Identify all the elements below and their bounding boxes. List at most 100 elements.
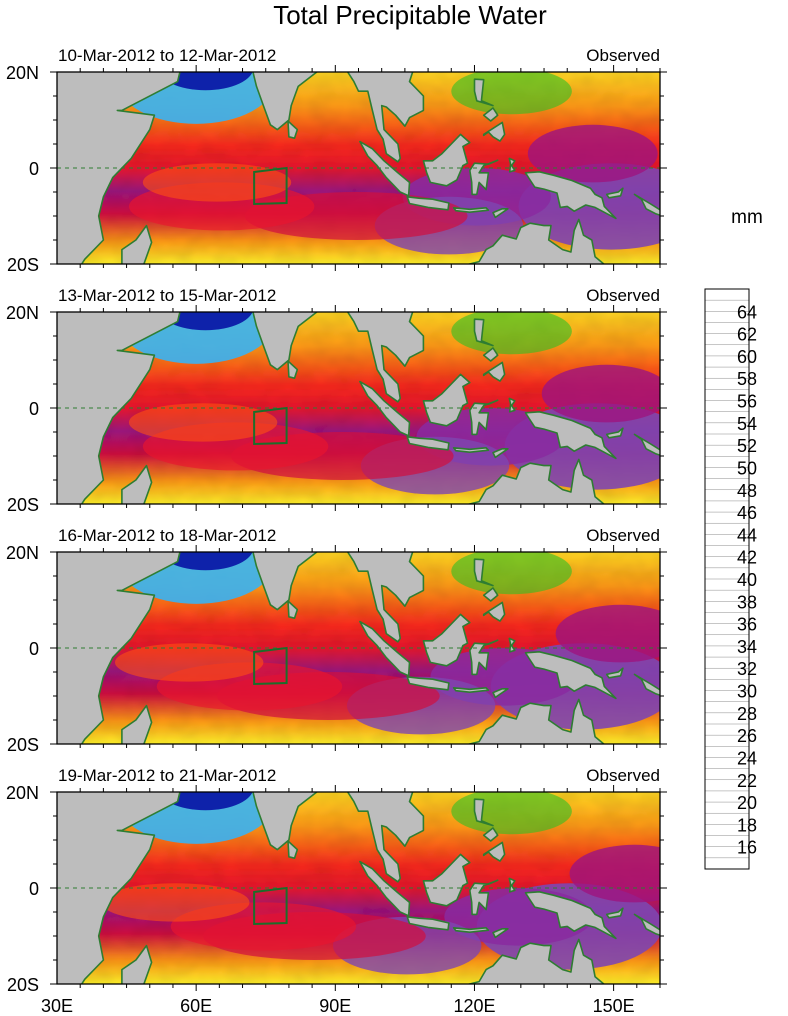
moist-region (569, 844, 660, 903)
moist-region (142, 163, 292, 202)
land-mass (473, 318, 494, 347)
map-panel: 20N 0 20S 16-Mar-2012 to 18-Mar-2012 Observe… (6, 526, 667, 755)
land-mass (468, 879, 499, 916)
panel-date-range: 16-Mar-2012 to 18-Mar-2012 (58, 526, 276, 545)
land-mass (633, 433, 660, 457)
land-mass (57, 792, 181, 984)
land-mass (605, 187, 624, 199)
colorbar-tick-label: 44 (737, 525, 757, 545)
colorbar-tick-label: 56 (737, 392, 757, 412)
colorbar-tick-label: 26 (737, 726, 757, 746)
panel-date-range: 13-Mar-2012 to 15-Mar-2012 (58, 286, 276, 305)
y-tick-label: 20S (7, 975, 39, 995)
colorbar-tick-label: 18 (737, 815, 757, 835)
land-mass (482, 361, 506, 382)
dry-region (158, 312, 253, 331)
land-mass (252, 792, 425, 883)
study-region-box (253, 646, 288, 686)
colorbar-tick-label: 54 (737, 414, 757, 434)
dry-region (158, 792, 253, 811)
land-mass (492, 687, 509, 699)
y-tick-label: 20N (6, 783, 39, 803)
panel-source-label: Observed (586, 766, 660, 785)
land-mass (452, 207, 490, 213)
colorbar-tick-label: 40 (737, 570, 757, 590)
colorbar-tick-label: 52 (737, 436, 757, 456)
colorbar-tick-label: 34 (737, 637, 757, 657)
colorbar-tick-label: 36 (737, 615, 757, 635)
land-mass (473, 78, 494, 107)
land-mass (452, 926, 490, 934)
moist-region (541, 364, 660, 423)
land-mass (466, 218, 606, 264)
dry-region (158, 72, 253, 91)
y-tick-label: 0 (29, 639, 39, 659)
panel-source-label: Observed (586, 526, 660, 545)
map-panel: 20N 0 20S 10-Mar-2012 to 12-Mar-2012 Observe… (6, 46, 667, 275)
colorbar-tick-label: 50 (737, 458, 757, 478)
colorbar-tick-label: 42 (737, 548, 757, 568)
land-mass (633, 913, 660, 937)
land-mass (406, 675, 450, 691)
land-mass (492, 927, 509, 939)
map-panel: 20N 0 20S 19-Mar-2012 to 21-Mar-2012 Observe… (6, 766, 667, 995)
panel-source-label: Observed (586, 46, 660, 65)
land-mass (57, 552, 181, 744)
y-tick-label: 20N (6, 63, 39, 83)
land-mass (482, 841, 506, 862)
land-mass (452, 446, 490, 454)
land-mass (633, 193, 660, 217)
map-panels: 20N 0 20S 10-Mar-2012 to 12-Mar-2012 Observe… (6, 46, 667, 995)
dry-region (451, 72, 572, 115)
colorbar-tick-label: 62 (737, 325, 757, 345)
land-mass (492, 208, 509, 219)
y-tick-label: 20N (6, 303, 39, 323)
colorbar-frame (704, 288, 750, 870)
land-mass (452, 686, 490, 694)
colorbar-tick-label: 16 (737, 838, 757, 858)
dry-region (158, 552, 253, 571)
land-mass (406, 196, 450, 211)
land-mass (359, 620, 411, 677)
colorbar-tick-label: 28 (737, 704, 757, 724)
land-mass (406, 435, 450, 451)
land-mass (482, 121, 506, 142)
land-mass (468, 399, 499, 436)
x-tick-label: 30E (41, 996, 73, 1016)
land-mass (287, 120, 299, 139)
land-mass (57, 312, 181, 504)
tpw-field (57, 72, 660, 264)
panel-source-label: Observed (586, 286, 660, 305)
land-mass (524, 171, 617, 220)
moist-region (128, 403, 278, 442)
land-mass (524, 890, 617, 940)
land-mass (359, 380, 411, 437)
tpw-field (57, 552, 660, 744)
moist-region (555, 604, 660, 663)
y-tick-label: 0 (29, 159, 39, 179)
land-mass (121, 464, 153, 504)
land-mass (422, 133, 471, 187)
moist-region (101, 883, 250, 922)
land-mass (468, 639, 499, 676)
x-tick-label: 90E (319, 996, 351, 1016)
y-tick-label: 0 (29, 879, 39, 899)
land-mass (466, 698, 606, 744)
colorbar-tick-label: 20 (737, 793, 757, 813)
land-mass (492, 447, 509, 459)
land-mass (252, 552, 425, 643)
land-mass (252, 312, 425, 403)
land-mass (287, 840, 299, 860)
panel-date-range: 19-Mar-2012 to 21-Mar-2012 (58, 766, 276, 785)
study-region-box (253, 886, 288, 926)
colorbar-tick-label: 38 (737, 592, 757, 612)
land-mass (482, 587, 499, 602)
colorbar-tick-label: 64 (737, 302, 757, 322)
land-mass (482, 827, 499, 842)
land-mass (422, 373, 471, 427)
land-mass (466, 458, 606, 504)
land-mass (605, 427, 624, 439)
land-mass (121, 704, 153, 744)
land-mass (482, 347, 499, 362)
y-tick-label: 20S (7, 255, 39, 275)
